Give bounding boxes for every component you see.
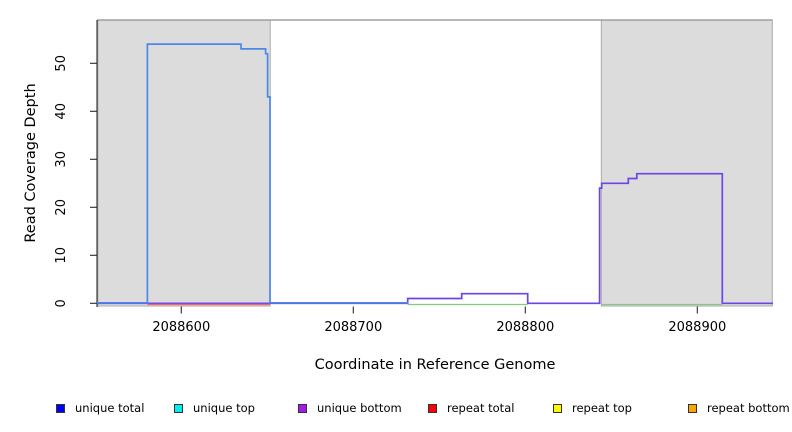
legend-item-repeat-total: repeat total [428, 398, 514, 418]
y-tick-label: 10 [54, 247, 69, 264]
legend-swatch-icon [56, 403, 65, 413]
legend-item-repeat-top: repeat top [553, 398, 632, 418]
legend-item-unique-bottom: unique bottom [298, 398, 402, 418]
y-tick-label: 0 [54, 299, 69, 307]
legend-item-unique-total: unique total [56, 398, 144, 418]
legend-label: unique total [75, 401, 145, 415]
x-tick-label: 2088900 [668, 320, 726, 335]
unique-bottom-line [97, 172, 773, 305]
y-tick-label: 50 [54, 55, 69, 72]
y-axis-title: Read Coverage Depth [23, 83, 39, 243]
plot-area: 0 10 20 30 40 50 2088600 2088700 2088800 2088900 [54, 19, 773, 335]
y-tick-label: 40 [54, 103, 69, 120]
legend-label: unique top [193, 401, 255, 415]
y-tick-label: 20 [54, 199, 69, 216]
unique-total-line [97, 43, 409, 304]
legend-swatch-icon [688, 403, 697, 413]
legend-label: repeat top [572, 401, 632, 415]
legend-label: unique bottom [317, 401, 402, 415]
legend: unique total unique top unique bottom repea… [0, 398, 792, 422]
x-tick-label: 2088700 [324, 320, 382, 335]
repeat-region-right [600, 19, 773, 307]
x-tick-label: 2088800 [496, 320, 554, 335]
legend-item-repeat-bottom: repeat bottom [688, 398, 790, 418]
legend-swatch-icon [553, 403, 562, 413]
y-tick-label: 30 [54, 151, 69, 168]
x-tick-label: 2088600 [152, 320, 210, 335]
legend-label: repeat total [447, 401, 515, 415]
legend-label: repeat bottom [707, 401, 790, 415]
legend-swatch-icon [298, 403, 307, 413]
legend-swatch-icon [174, 403, 183, 413]
x-axis-title: Coordinate in Reference Genome [314, 357, 556, 373]
legend-item-unique-top: unique top [174, 398, 255, 418]
repeat-region-left [97, 19, 271, 307]
legend-swatch-icon [428, 403, 437, 413]
